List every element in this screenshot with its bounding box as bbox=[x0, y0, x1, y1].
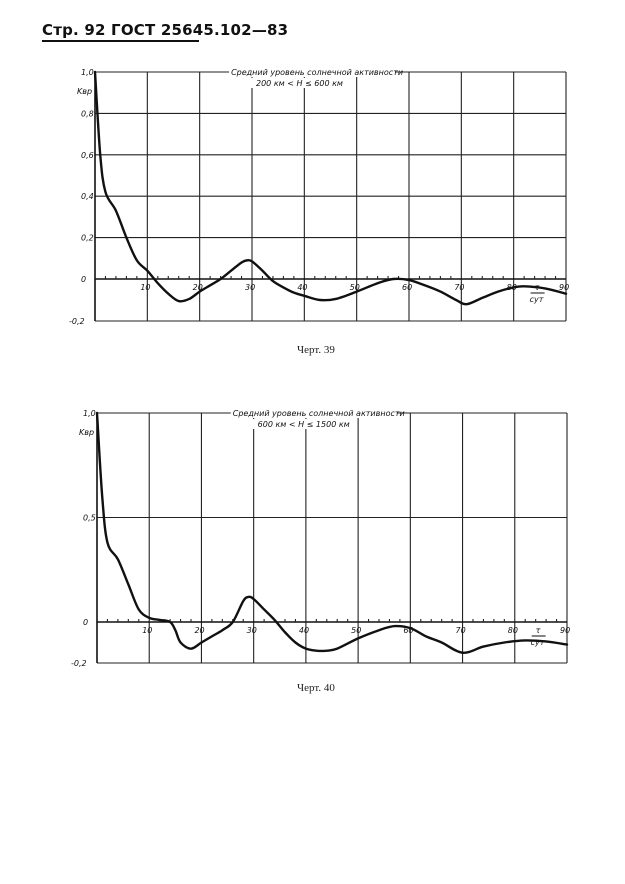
chart-title-line2: 200 км < H ≤ 600 км bbox=[256, 79, 343, 88]
x-tick-label: 30 bbox=[247, 626, 257, 635]
y-tick-label: 0 bbox=[81, 275, 86, 284]
x-tick-label: 40 bbox=[297, 283, 307, 292]
x-tick-label: 60 bbox=[403, 626, 413, 635]
x-axis-label-den: сут bbox=[531, 638, 545, 647]
x-tick-label: 30 bbox=[245, 283, 255, 292]
y-tick-label: -0,2 bbox=[69, 317, 85, 326]
data-curve bbox=[95, 411, 569, 654]
caption-chart-40: Черт. 40 bbox=[297, 682, 335, 694]
x-tick-label: 20 bbox=[194, 626, 204, 635]
x-tick-label: 80 bbox=[508, 626, 518, 635]
y-tick-label: 1,0 bbox=[81, 68, 94, 77]
x-tick-label: 50 bbox=[350, 283, 360, 292]
title-bg bbox=[230, 407, 397, 418]
chart-40-plot: 10 20 30 40 50 60 70 80 90 1,0 0,5 0 -0,2 Kвр τ сут Сред… bbox=[71, 407, 570, 668]
data-curve bbox=[93, 70, 568, 306]
y-tick-label: 0 bbox=[83, 618, 88, 627]
title-bg bbox=[229, 66, 396, 77]
x-axis-label-num: τ bbox=[536, 626, 541, 635]
x-tick-label: 90 bbox=[560, 626, 570, 635]
title2-bg bbox=[246, 78, 342, 88]
title2-bg bbox=[248, 419, 344, 429]
y-tick-label: 1,0 bbox=[83, 409, 96, 418]
x-tick-label: 70 bbox=[456, 626, 466, 635]
caption-chart-39: Черт. 39 bbox=[297, 344, 335, 356]
x-tick-label: 40 bbox=[299, 626, 309, 635]
y-tick-label: 0,5 bbox=[83, 514, 96, 523]
chart-title-line1: Средний уровень солнечной активности bbox=[233, 409, 405, 418]
y-tick-label: 0,4 bbox=[81, 192, 94, 201]
y-axis-label: Kвр bbox=[77, 87, 92, 96]
x-tick-label: 20 bbox=[193, 283, 203, 292]
page-header: Стр. 92 ГОСТ 25645.102—83 bbox=[42, 21, 289, 39]
header-rule bbox=[42, 40, 199, 42]
y-axis-label: Kвр bbox=[79, 428, 94, 437]
y-tick-label: -0,2 bbox=[71, 659, 87, 668]
x-tick-label: 50 bbox=[351, 626, 361, 635]
x-tick-label: 70 bbox=[454, 283, 464, 292]
y-tick-label: 0,6 bbox=[81, 151, 94, 160]
x-tick-label: 60 bbox=[402, 283, 412, 292]
x-axis-label-den: сут bbox=[530, 295, 544, 304]
y-tick-label: 0,2 bbox=[81, 234, 94, 243]
chart-39-plot: 10 20 30 40 50 60 70 80 901,00,80,60,40,20-0,2Kв… bbox=[69, 66, 569, 326]
x-tick-label: 10 bbox=[140, 283, 150, 292]
x-tick-label: 10 bbox=[142, 626, 152, 635]
chart-title-line1: Средний уровень солнечной активности bbox=[231, 68, 403, 77]
x-tick-label: 90 bbox=[559, 283, 569, 292]
chart-title-line2: 600 км < H ≤ 1500 км bbox=[258, 420, 350, 429]
y-tick-label: 0,8 bbox=[81, 109, 94, 118]
